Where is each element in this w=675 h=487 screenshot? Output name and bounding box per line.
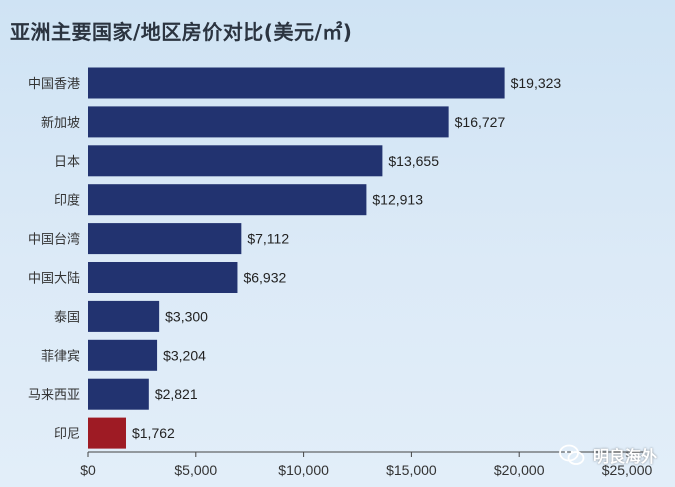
x-tick-label-4: $20,000 (494, 462, 545, 478)
x-tick-label-3: $15,000 (386, 462, 437, 478)
category-label-5: 中国大陆 (28, 271, 80, 287)
value-label-2: $13,655 (388, 153, 439, 169)
bar-9 (88, 417, 126, 449)
bar-6 (88, 300, 160, 332)
value-label-6: $3,300 (165, 308, 208, 324)
bar-4 (88, 223, 242, 255)
category-label-6: 泰国 (54, 310, 80, 325)
bar-0 (88, 67, 505, 99)
x-tick-label-1: $5,000 (174, 462, 217, 478)
x-tick-label-5: $25,000 (602, 462, 653, 478)
x-tick-label-0: $0 (80, 462, 96, 478)
value-label-9: $1,762 (132, 425, 175, 441)
category-label-7: 菲律宾 (41, 348, 80, 364)
category-label-2: 日本 (54, 155, 80, 170)
bar-5 (88, 262, 238, 293)
category-label-4: 中国台湾 (28, 232, 80, 248)
category-label-3: 印度 (54, 193, 80, 209)
value-label-4: $7,112 (247, 231, 289, 247)
bar-1 (88, 106, 449, 138)
bar-7 (88, 339, 158, 371)
bars-group (88, 67, 505, 449)
value-label-1: $16,727 (455, 114, 506, 130)
value-label-7: $3,204 (163, 347, 206, 363)
value-label-8: $2,821 (155, 386, 198, 402)
value-label-0: $19,323 (511, 75, 562, 91)
bar-3 (88, 184, 367, 216)
x-axis: $0 $5,000 $10,000 $15,000 $20,000 $25,000 (80, 451, 653, 478)
category-label-0: 中国香港 (28, 77, 80, 92)
bar-2 (88, 145, 383, 177)
category-label-8: 马来西亚 (28, 388, 80, 403)
value-label-5: $6,932 (243, 270, 286, 286)
wechat-icon (559, 444, 585, 465)
bar-8 (88, 378, 149, 410)
watermark: 明良海外 (559, 443, 657, 467)
category-label-9: 印尼 (54, 427, 80, 442)
x-tick-label-2: $10,000 (278, 462, 329, 478)
value-labels-group: $19,323 $16,727 $13,655 $12,913 $7,112 $6,932… (132, 75, 561, 441)
watermark-text: 明良海外 (592, 447, 657, 466)
chart-title: 亚洲主要国家/地区房价对比(美元/㎡) (10, 20, 353, 44)
value-label-3: $12,913 (372, 192, 423, 208)
category-label-1: 新加坡 (41, 115, 80, 131)
